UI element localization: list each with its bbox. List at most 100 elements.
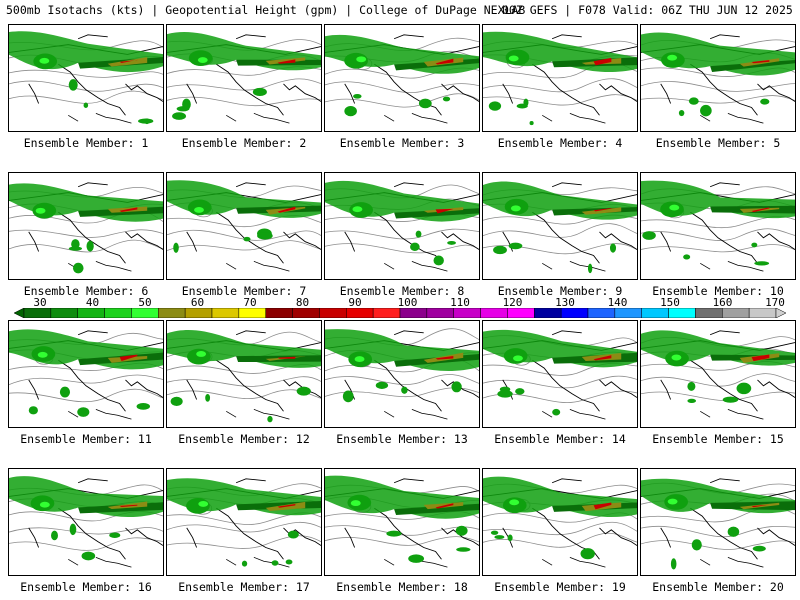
ensemble-map-panel bbox=[166, 172, 322, 280]
map-svg bbox=[9, 476, 163, 568]
ensemble-member-caption: Ensemble Member: 11 bbox=[20, 432, 152, 446]
ensemble-member-caption: Ensemble Member: 4 bbox=[497, 136, 623, 150]
map-svg bbox=[167, 478, 321, 568]
colorbar-bin bbox=[184, 308, 213, 318]
colorbar-bin bbox=[292, 308, 320, 318]
map-svg bbox=[167, 32, 321, 124]
colorbar-bin bbox=[131, 308, 159, 318]
colorbar-bin bbox=[534, 308, 562, 318]
map-svg bbox=[483, 181, 637, 274]
colorbar-bin bbox=[587, 308, 616, 318]
ensemble-map-panel bbox=[8, 24, 164, 132]
map-svg bbox=[483, 476, 637, 568]
ensemble-map-panel bbox=[640, 24, 796, 132]
map-svg bbox=[641, 330, 795, 420]
colorbar-tick-label: 30 bbox=[33, 296, 47, 309]
ensemble-member-caption: Ensemble Member: 17 bbox=[178, 580, 310, 594]
colorbar-bin bbox=[668, 308, 696, 318]
ensemble-map-panel bbox=[8, 172, 164, 280]
header-title: 500mb Isotachs (kts) | Geopotential Heig… bbox=[6, 3, 526, 17]
colorbar-tick-label: 40 bbox=[85, 296, 100, 309]
colorbar-arrow-right bbox=[775, 308, 786, 318]
map-svg bbox=[167, 180, 321, 272]
ensemble-map-panel bbox=[8, 320, 164, 428]
ensemble-map-panel bbox=[640, 320, 796, 428]
ensemble-map-panel bbox=[482, 172, 638, 280]
colorbar-tick-label: 50 bbox=[138, 296, 152, 309]
ensemble-member-caption: Ensemble Member: 8 bbox=[339, 284, 465, 298]
colorbar-bin bbox=[695, 308, 723, 318]
map-svg bbox=[9, 329, 163, 420]
colorbar-tick-label: 130 bbox=[555, 296, 575, 309]
ensemble-map-panel bbox=[324, 172, 480, 280]
colorbar-bin bbox=[480, 308, 508, 318]
colorbar-tick-label: 90 bbox=[348, 296, 362, 309]
map-svg bbox=[9, 31, 163, 125]
ensemble-member-caption: Ensemble Member: 20 bbox=[652, 580, 784, 594]
colorbar-tick-label: 60 bbox=[190, 296, 205, 309]
ensemble-map-panel bbox=[482, 468, 638, 576]
ensemble-member-caption: Ensemble Member: 18 bbox=[336, 580, 468, 594]
ensemble-map-panel bbox=[324, 468, 480, 576]
ensemble-map-panel bbox=[482, 24, 638, 132]
colorbar-tick-label: 100 bbox=[397, 296, 418, 309]
colorbar-bin bbox=[722, 308, 750, 318]
ensemble-member-caption: Ensemble Member: 9 bbox=[497, 284, 623, 298]
ensemble-member-caption: Ensemble Member: 2 bbox=[181, 136, 307, 150]
ensemble-member-caption: Ensemble Member: 15 bbox=[652, 432, 784, 446]
colorbar-bin bbox=[748, 308, 777, 318]
chart-header: 500mb Isotachs (kts) | Geopotential Heig… bbox=[6, 3, 793, 17]
ensemble-member-caption: Ensemble Member: 6 bbox=[23, 284, 149, 298]
ensemble-map-panel bbox=[324, 24, 480, 132]
ensemble-member-caption: Ensemble Member: 7 bbox=[181, 284, 307, 298]
colorbar-tick-label: 120 bbox=[502, 296, 523, 309]
ensemble-member-caption: Ensemble Member: 19 bbox=[494, 580, 626, 594]
colorbar-bin bbox=[158, 308, 186, 318]
colorbar-tick-label: 140 bbox=[607, 296, 628, 309]
ensemble-member-caption: Ensemble Member: 14 bbox=[494, 432, 626, 446]
ensemble-map-panel bbox=[8, 468, 164, 576]
colorbar-arrow-left bbox=[14, 308, 25, 318]
ensemble-map-panel bbox=[640, 172, 796, 280]
colorbar-bin bbox=[346, 308, 374, 318]
colorbar-bin bbox=[23, 308, 52, 318]
colorbar-bin bbox=[372, 308, 401, 318]
map-svg bbox=[641, 478, 795, 570]
map-svg bbox=[641, 32, 795, 124]
ensemble-map-panel bbox=[166, 320, 322, 428]
ensemble-member-caption: Ensemble Member: 3 bbox=[339, 136, 465, 150]
ensemble-member-caption: Ensemble Member: 13 bbox=[336, 432, 468, 446]
ensemble-map-panel bbox=[482, 320, 638, 428]
ensemble-map-panel bbox=[166, 468, 322, 576]
colorbar-bin bbox=[399, 308, 428, 318]
colorbar-bin bbox=[265, 308, 293, 318]
map-svg bbox=[167, 329, 321, 423]
ensemble-map-panel bbox=[166, 24, 322, 132]
ensemble-member-caption: Ensemble Member: 5 bbox=[655, 136, 781, 150]
ensemble-member-caption: Ensemble Member: 1 bbox=[23, 136, 149, 150]
map-svg bbox=[325, 475, 479, 568]
map-svg bbox=[641, 180, 795, 272]
map-svg bbox=[325, 34, 479, 124]
map-svg bbox=[325, 328, 479, 420]
colorbar-bin bbox=[77, 308, 105, 318]
map-svg bbox=[9, 182, 163, 274]
colorbar-bin bbox=[104, 308, 132, 318]
colorbar-bin bbox=[426, 308, 454, 318]
colorbar-tick-label: 110 bbox=[450, 296, 470, 309]
ensemble-member-caption: Ensemble Member: 10 bbox=[652, 284, 784, 298]
colorbar-labels: 30 40 50 60 70 80 90 100 110 120 130 140 150 160 170 bbox=[0, 296, 800, 309]
ensemble-map-panel bbox=[324, 320, 480, 428]
colorbar-bin bbox=[238, 308, 266, 318]
map-svg bbox=[483, 31, 637, 126]
colorbar-tick-label: 80 bbox=[295, 296, 310, 309]
colorbar-bin bbox=[641, 308, 669, 318]
colorbar-bin bbox=[319, 308, 347, 318]
colorbar-tick-label: 160 bbox=[712, 296, 733, 309]
map-svg bbox=[483, 329, 637, 420]
ensemble-member-caption: Ensemble Member: 16 bbox=[20, 580, 152, 594]
colorbar-bin bbox=[50, 308, 78, 318]
colorbar-bin bbox=[560, 308, 589, 318]
colorbar-bin bbox=[614, 308, 642, 318]
